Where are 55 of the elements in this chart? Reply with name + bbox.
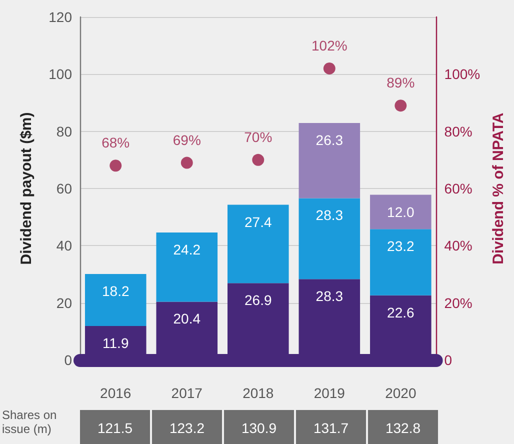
- y-axis-title: Dividend payout ($m): [18, 112, 35, 265]
- data-label: 22.6: [387, 304, 414, 320]
- x-tick-label: 2016: [100, 385, 132, 401]
- bar: [298, 198, 360, 280]
- data-label: 18.2: [102, 282, 130, 299]
- data-label: 102%: [312, 37, 348, 54]
- text: 121.5: [97, 420, 133, 436]
- data-label: 26.9: [244, 292, 272, 308]
- y2-tick-label: 0: [444, 352, 452, 368]
- y-tick-label: 100: [48, 66, 72, 82]
- text: 132.8: [385, 420, 421, 436]
- x-tick-label: 2019: [314, 385, 346, 401]
- y-tick-label: 80: [56, 123, 72, 140]
- y-tick-label: 60: [56, 180, 72, 196]
- bar: [370, 194, 432, 230]
- y2-tick-label: 40%: [444, 238, 472, 254]
- point: [252, 154, 264, 166]
- y2-tick-label: 100%: [444, 66, 480, 82]
- data-label: 28.3: [316, 288, 344, 304]
- bar: [228, 204, 289, 284]
- y2-tick-label: 80%: [444, 123, 472, 140]
- point: [180, 156, 193, 169]
- bar: [156, 232, 218, 302]
- text: Shares on issue (m): [2, 408, 60, 436]
- data-label: 27.4: [244, 214, 272, 230]
- x-tick-label: 2020: [385, 385, 416, 401]
- bar: [84, 274, 146, 326]
- y2-tick-label: 20%: [444, 294, 472, 311]
- y-tick-label: 40: [56, 238, 72, 254]
- data-label: 28.3: [316, 207, 344, 224]
- y-tick-label: 120: [48, 9, 72, 25]
- data-label: 69%: [172, 132, 201, 148]
- x-tick-label: 2018: [242, 385, 274, 401]
- x-tick-label: 2017: [171, 385, 203, 401]
- data-label: 23.2: [387, 238, 414, 254]
- bar: [370, 229, 432, 296]
- data-label: 11.9: [102, 334, 129, 351]
- y2-axis-title: Dividend % of NPATA: [490, 112, 507, 264]
- data-label: 26.3: [316, 132, 344, 148]
- point: [110, 160, 122, 172]
- data-label: 70%: [244, 128, 272, 145]
- data-label: 24.2: [173, 242, 201, 258]
- y-tick-label: 20: [56, 294, 72, 311]
- point: [323, 62, 336, 74]
- data-label: 12.0: [387, 204, 414, 220]
- data-label: 68%: [102, 134, 130, 151]
- y-tick-label: 0: [64, 352, 72, 368]
- data-label: 20.4: [173, 310, 201, 327]
- bar: [298, 123, 360, 198]
- data-label: 89%: [386, 74, 415, 91]
- y2-tick-label: 60%: [444, 180, 472, 196]
- point: [394, 100, 407, 112]
- text: 123.2: [169, 420, 205, 436]
- text: 131.7: [313, 420, 349, 436]
- text: 130.9: [241, 420, 277, 436]
